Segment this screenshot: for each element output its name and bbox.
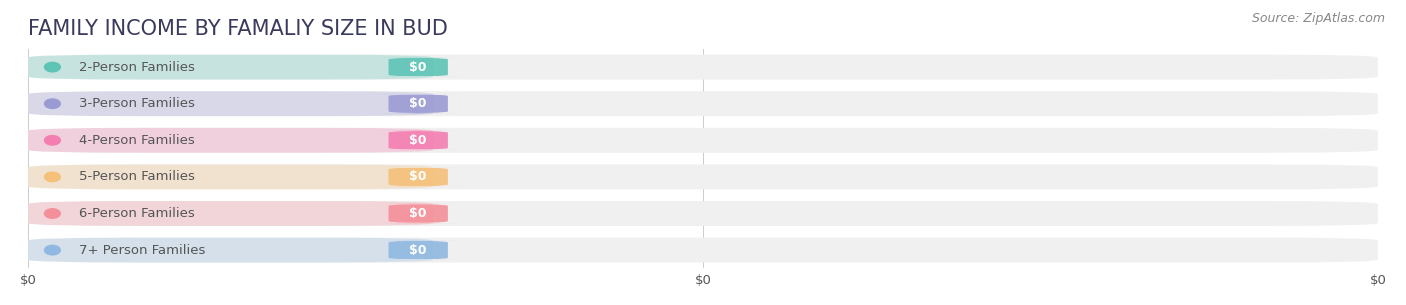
FancyBboxPatch shape: [374, 204, 463, 223]
Text: $0: $0: [409, 97, 427, 110]
FancyBboxPatch shape: [28, 238, 1378, 263]
FancyBboxPatch shape: [28, 201, 1378, 226]
Ellipse shape: [45, 245, 60, 255]
Text: $0: $0: [409, 207, 427, 220]
FancyBboxPatch shape: [374, 94, 463, 113]
FancyBboxPatch shape: [28, 164, 433, 189]
FancyBboxPatch shape: [28, 201, 433, 226]
Ellipse shape: [45, 172, 60, 182]
FancyBboxPatch shape: [28, 91, 433, 116]
Ellipse shape: [45, 99, 60, 109]
Ellipse shape: [45, 135, 60, 145]
Text: $0: $0: [409, 244, 427, 257]
Text: 7+ Person Families: 7+ Person Families: [79, 244, 205, 257]
Text: 5-Person Families: 5-Person Families: [79, 170, 195, 183]
Text: Source: ZipAtlas.com: Source: ZipAtlas.com: [1251, 12, 1385, 25]
FancyBboxPatch shape: [374, 240, 463, 260]
Text: 2-Person Families: 2-Person Families: [79, 61, 195, 74]
Text: 6-Person Families: 6-Person Families: [79, 207, 195, 220]
FancyBboxPatch shape: [374, 57, 463, 77]
Ellipse shape: [45, 209, 60, 218]
FancyBboxPatch shape: [28, 238, 433, 263]
FancyBboxPatch shape: [28, 91, 1378, 116]
FancyBboxPatch shape: [374, 131, 463, 150]
FancyBboxPatch shape: [28, 55, 433, 80]
Text: $0: $0: [409, 61, 427, 74]
Text: $0: $0: [409, 134, 427, 147]
Text: 3-Person Families: 3-Person Families: [79, 97, 195, 110]
Text: 4-Person Families: 4-Person Families: [79, 134, 195, 147]
FancyBboxPatch shape: [374, 167, 463, 187]
FancyBboxPatch shape: [28, 55, 1378, 80]
FancyBboxPatch shape: [28, 164, 1378, 189]
Ellipse shape: [45, 62, 60, 72]
Text: FAMILY INCOME BY FAMALIY SIZE IN BUD: FAMILY INCOME BY FAMALIY SIZE IN BUD: [28, 19, 449, 39]
FancyBboxPatch shape: [28, 128, 433, 153]
Text: $0: $0: [409, 170, 427, 183]
FancyBboxPatch shape: [28, 128, 1378, 153]
